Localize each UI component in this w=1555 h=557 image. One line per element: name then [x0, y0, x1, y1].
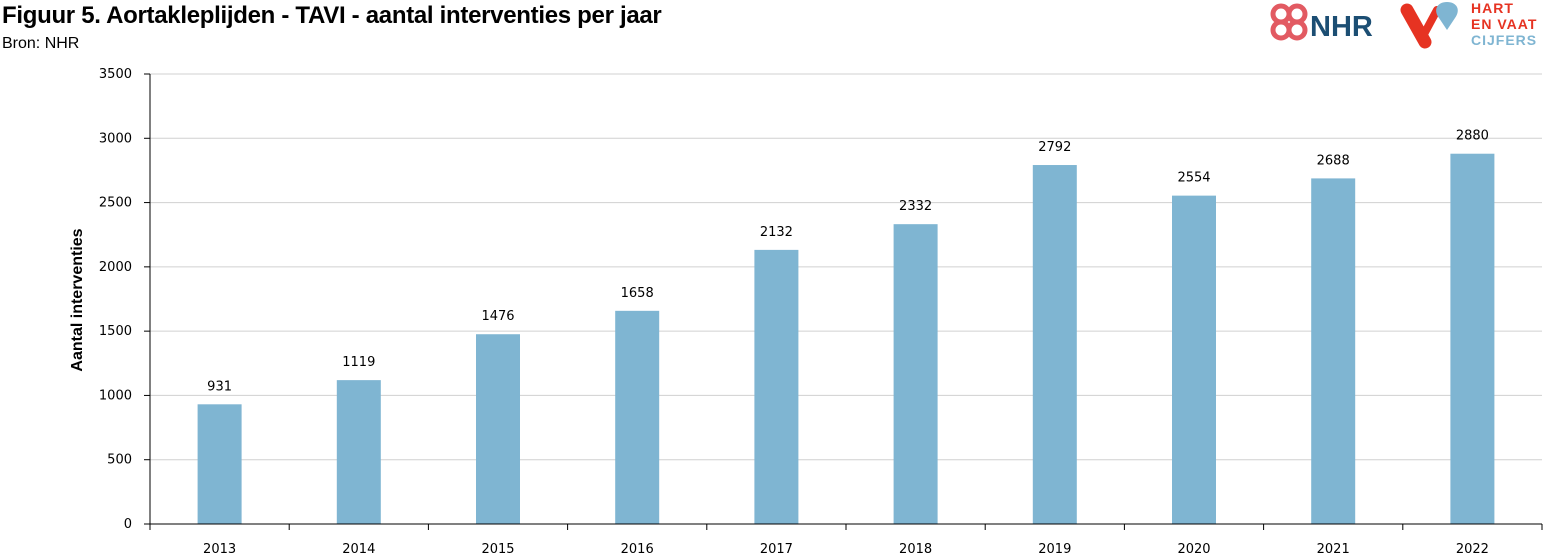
- data-label-2018: 2332: [899, 199, 932, 214]
- bar-2022: [1450, 153, 1495, 524]
- nhr-knot-icon: [1270, 3, 1308, 41]
- data-label-2014: 1119: [342, 355, 375, 370]
- x-tick-label-2020: 2020: [1177, 542, 1210, 557]
- nhr-logo-text: NHR: [1310, 11, 1373, 43]
- x-tick-labels: 2013 2014 2015 2016 2017 2018 2019 2020 2021 2022: [203, 542, 1489, 557]
- data-label-2015: 1476: [481, 309, 514, 324]
- x-tick-label-2014: 2014: [342, 542, 375, 557]
- y-tick-label: 2000: [99, 260, 132, 275]
- y-tick-labels: 0 500 1000 1500 2000 2500 3000 3500: [99, 67, 132, 532]
- bar-2020: [1172, 195, 1216, 524]
- hvc-line-3: CIJFERS: [1471, 32, 1537, 48]
- nhr-logo: NHR: [1270, 3, 1373, 43]
- bar-2013: [197, 404, 242, 524]
- y-tick-label: 2500: [99, 196, 132, 211]
- hvc-line-2: EN VAAT: [1471, 16, 1537, 32]
- y-tick-label: 3000: [99, 131, 132, 146]
- data-label-2016: 1658: [621, 286, 654, 301]
- gridlines: [150, 73, 1542, 461]
- data-label-2013: 931: [207, 379, 232, 394]
- x-tick-label-2019: 2019: [1038, 542, 1071, 557]
- bar-2021: [1311, 178, 1356, 524]
- bar-2018: [893, 224, 938, 524]
- data-label-2021: 2688: [1317, 153, 1350, 168]
- hvc-line-1: HART: [1471, 0, 1514, 16]
- chart-source: Bron: NHR: [2, 35, 80, 52]
- x-tick-label-2015: 2015: [481, 542, 514, 557]
- heart-vessel-icon: [1400, 2, 1458, 49]
- x-tick-label-2016: 2016: [621, 542, 654, 557]
- data-label-2017: 2132: [760, 225, 793, 240]
- x-tick-label-2017: 2017: [760, 542, 793, 557]
- data-label-2019: 2792: [1038, 140, 1071, 155]
- bars: [197, 153, 1495, 524]
- bar-2016: [615, 310, 660, 524]
- y-tick-label: 3500: [99, 67, 132, 82]
- data-label-2020: 2554: [1177, 171, 1210, 186]
- hart-en-vaat-cijfers-logo: HART EN VAAT CIJFERS: [1400, 0, 1537, 49]
- y-tick-label: 0: [124, 517, 132, 532]
- x-tick-label-2022: 2022: [1456, 542, 1489, 557]
- y-tick-label: 1500: [99, 324, 132, 339]
- bar-2019: [1032, 165, 1077, 524]
- chart-title: Figuur 5. Aortakleplijden - TAVI - aanta…: [2, 2, 662, 29]
- data-label-2022: 2880: [1456, 129, 1489, 144]
- x-tick-label-2013: 2013: [203, 542, 236, 557]
- bar-2015: [476, 334, 520, 524]
- y-axis-label: Aantal interventies: [69, 228, 86, 371]
- bar-2014: [336, 380, 381, 524]
- x-tick-label-2021: 2021: [1317, 542, 1350, 557]
- data-labels: 931 1119 1476 1658 2132 2332 2792 2554 2688 2880: [207, 129, 1489, 395]
- logos: NHR HART EN VAAT CIJFERS: [1270, 0, 1537, 49]
- x-tick-label-2018: 2018: [899, 542, 932, 557]
- y-tick-label: 1000: [99, 388, 132, 403]
- y-tick-label: 500: [107, 453, 132, 468]
- axes: [144, 73, 1543, 530]
- bar-2017: [754, 249, 799, 524]
